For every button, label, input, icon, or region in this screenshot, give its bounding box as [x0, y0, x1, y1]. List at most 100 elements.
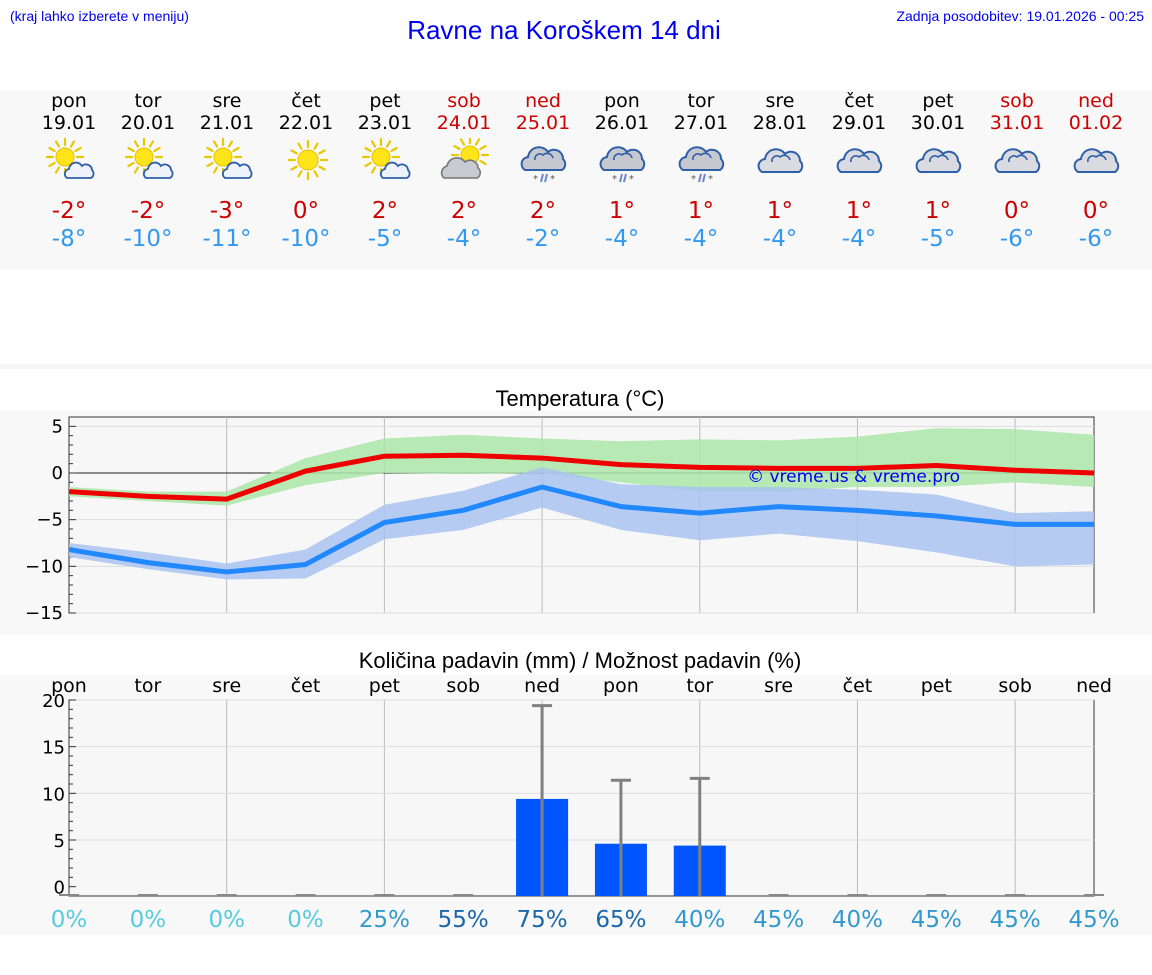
cloud-sleet-icon: * * — [599, 146, 646, 185]
min-temperature: -10° — [123, 226, 173, 252]
precip-bar — [59, 894, 79, 896]
precip-day-label: sre — [212, 675, 241, 697]
precip-plot-area — [68, 699, 1095, 897]
cloudy-icon — [915, 148, 962, 173]
min-temperature: -4° — [604, 226, 640, 252]
page-title: Ravne na Koroškem 14 dni — [407, 15, 721, 45]
max-temperature: 2° — [371, 198, 399, 224]
precip-bar — [374, 894, 395, 896]
min-temperature: -2° — [525, 226, 561, 252]
day-name: tor — [687, 90, 715, 112]
day-date: 20.01 — [120, 112, 176, 134]
cloud-sleet-icon: * * — [520, 146, 567, 185]
day-name: ned — [525, 90, 561, 112]
precip-day-label: pon — [603, 675, 639, 697]
precipitation-chart: pon tor sre čet pet sob ned pon tor sre čet pet sob n… — [42, 675, 1119, 933]
precip-chance-label: 40% — [832, 907, 883, 933]
min-temperature: -8° — [51, 226, 87, 252]
precip-day-label: pet — [369, 675, 400, 697]
cloud-sun-icon — [440, 138, 490, 179]
sun-icon — [287, 139, 329, 181]
cloud-sleet-icon: * * — [678, 146, 725, 185]
precip-day-label: sob — [446, 675, 480, 697]
temperature-ytick-label: −10 — [25, 556, 63, 577]
svg-text:*: * — [629, 174, 634, 185]
temperature-min-line — [68, 484, 1094, 575]
precip-chance-label: 45% — [753, 907, 804, 933]
precip-chance-label: 25% — [359, 907, 410, 933]
cloudy-icon — [994, 148, 1041, 173]
day-date: 21.01 — [199, 112, 255, 134]
precip-bar — [1005, 894, 1026, 896]
max-temperature: 0° — [292, 198, 320, 224]
max-temperature: 1° — [845, 198, 873, 224]
svg-text:*: * — [691, 174, 696, 185]
day-name: pon — [51, 90, 87, 112]
sun-partly-cloudy-icon — [203, 138, 253, 179]
location-menu-note: (kraj lahko izberete v meniju) — [10, 8, 189, 24]
day-date: 29.01 — [831, 112, 887, 134]
sun-partly-cloudy-icon — [361, 138, 411, 179]
day-date: 30.01 — [910, 112, 966, 134]
day-name: čet — [844, 90, 874, 112]
max-temperature: 1° — [687, 198, 715, 224]
max-temperature: 0° — [1082, 198, 1110, 224]
precipitation-chart-title: Količina padavin (mm) / Možnost padavin … — [358, 648, 802, 673]
precip-bar — [847, 894, 868, 896]
min-temperature: -6° — [1078, 226, 1114, 252]
day-date: 23.01 — [357, 112, 413, 134]
min-temperature: -4° — [446, 226, 482, 252]
max-temperature: 2° — [450, 198, 478, 224]
sun-partly-cloudy-icon — [45, 138, 95, 179]
day-date: 28.01 — [752, 112, 808, 134]
sun-partly-cloudy-icon — [124, 138, 174, 179]
precip-day-label: sob — [998, 675, 1032, 697]
last-update: Zadnja posodobitev: 19.01.2026 - 00:25 — [896, 8, 1144, 24]
min-temperature: -5° — [367, 226, 403, 252]
precip-ytick-label: 10 — [42, 784, 65, 805]
precip-day-label: ned — [524, 675, 560, 697]
precip-day-label: čet — [291, 675, 321, 697]
max-temperature: 1° — [608, 198, 636, 224]
precip-bar — [1084, 894, 1104, 896]
precip-bar — [453, 894, 474, 896]
min-temperature: -4° — [762, 226, 798, 252]
precip-day-label: pon — [51, 675, 87, 697]
min-temperature: -11° — [202, 226, 252, 252]
max-temperature: 1° — [924, 198, 952, 224]
day-name: tor — [134, 90, 162, 112]
min-temperature: -6° — [999, 226, 1035, 252]
day-name: pet — [369, 90, 401, 112]
day-date: 01.02 — [1068, 112, 1124, 134]
temperature-max-range-band — [69, 428, 1094, 506]
cloudy-icon — [1073, 148, 1120, 173]
day-date: 31.01 — [989, 112, 1045, 134]
precip-day-label: pet — [921, 675, 952, 697]
min-temperature: -4° — [683, 226, 719, 252]
precip-chance-label: 75% — [517, 907, 568, 933]
precip-chance-label: 55% — [438, 907, 489, 933]
svg-text:*: * — [708, 174, 713, 185]
precip-chance-label: 65% — [595, 907, 646, 933]
day-name: ned — [1078, 90, 1114, 112]
day-name: pon — [604, 90, 640, 112]
min-temperature: -4° — [841, 226, 877, 252]
precip-day-label: ned — [1076, 675, 1112, 697]
precip-bar — [137, 894, 158, 896]
forecast-band — [0, 90, 1152, 270]
temperature-max-line — [68, 452, 1095, 502]
day-name: pet — [922, 90, 954, 112]
precip-ytick-label: 15 — [42, 738, 65, 759]
precip-chance-label: 0% — [208, 907, 245, 933]
temperature-chart-title: Temperatura (°C) — [495, 386, 665, 411]
temperature-ytick-label: 5 — [52, 416, 63, 437]
section-divider — [0, 364, 1152, 369]
temperature-chart: 5 0 −5 −10 −15 © vreme.us & vreme.pro — [25, 416, 1095, 624]
precip-ytick-label: 5 — [54, 831, 65, 852]
watermark: © vreme.us & vreme.pro — [747, 467, 960, 487]
precip-bar — [295, 894, 316, 896]
daily-forecast-row: pon 19.01 -2° -8° tor 20.01 -2° -10° sre 21.01 -3°… — [0, 90, 1152, 270]
precip-chance-label: 45% — [911, 907, 962, 933]
precip-day-label: tor — [134, 675, 161, 697]
precip-chance-label: 0% — [287, 907, 324, 933]
